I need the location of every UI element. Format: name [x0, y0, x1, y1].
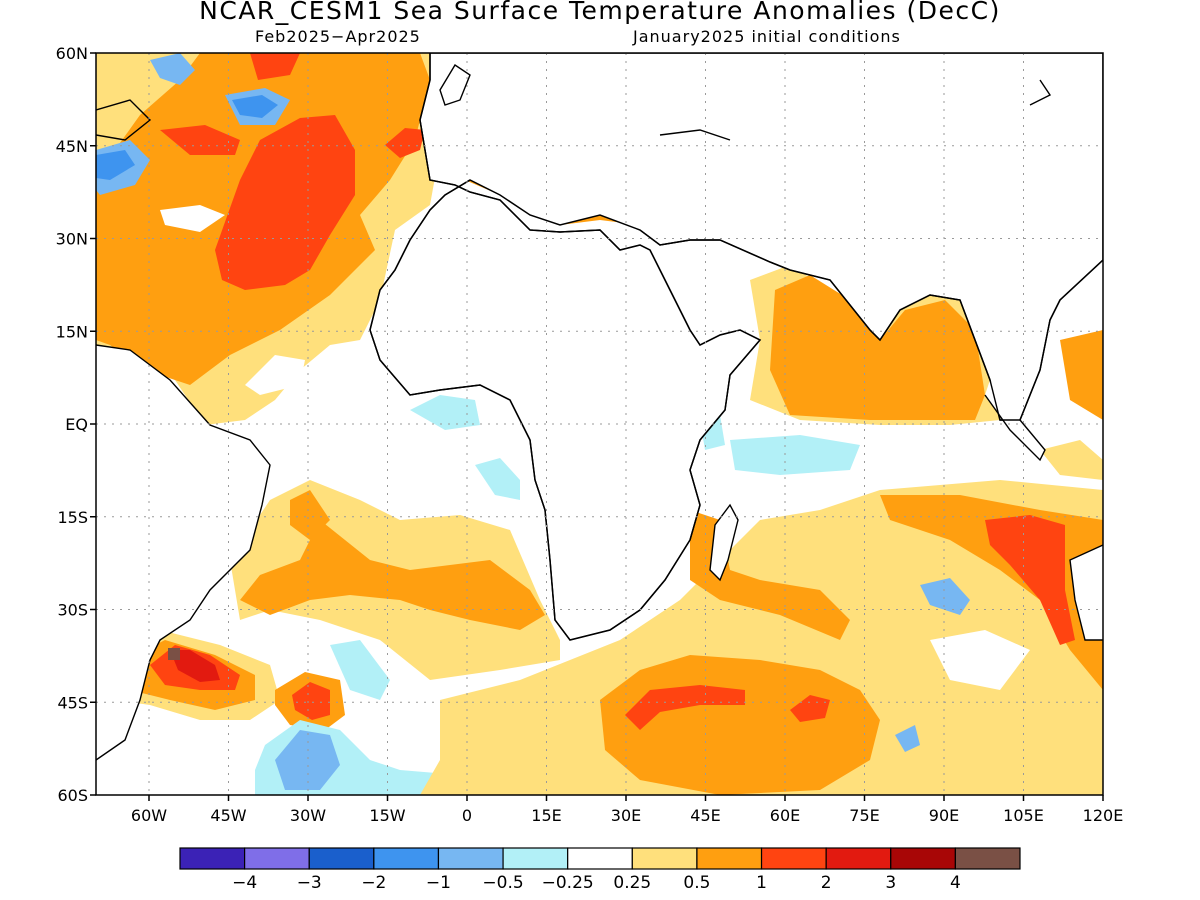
lat-tick-label: 45S — [57, 693, 88, 712]
anomaly-region — [1060, 330, 1103, 420]
south-america-land — [96, 345, 270, 760]
anomaly-region — [985, 515, 1075, 645]
coastline — [709, 503, 739, 582]
lon-tick-label: 60W — [131, 806, 167, 825]
anomaly-region — [730, 435, 860, 475]
coastline — [639, 229, 1103, 421]
coastline — [1069, 544, 1103, 641]
colorbar-swatch — [631, 847, 698, 870]
lon-tick-label: 30W — [290, 806, 326, 825]
lat-tick-label: 30S — [57, 601, 88, 620]
australia-land — [1070, 545, 1103, 640]
anomaly-region — [770, 275, 985, 420]
lat-tick-label: 60S — [57, 786, 88, 805]
colorbar-label: −2 — [361, 873, 386, 893]
colorbar-swatch — [308, 847, 375, 870]
colorbar-label: 0.5 — [683, 873, 710, 893]
coastline — [659, 129, 731, 141]
anomaly-region — [385, 128, 425, 158]
anomaly-region — [232, 95, 278, 118]
anomaly-region — [245, 355, 305, 395]
lat-tick-label: 30N — [56, 230, 88, 249]
coastline — [369, 53, 762, 641]
anomaly-region — [290, 490, 330, 540]
lat-tick-label: 15N — [56, 322, 88, 341]
colorbar: −4 −3 −2 −1 −0.5 −0.25 0.25 0.5 1 2 3 4 — [179, 847, 1021, 893]
colorbar-swatch — [244, 847, 310, 870]
colorbar-label: −3 — [297, 873, 322, 893]
land-masses — [96, 53, 1103, 760]
colorbar-swatch — [760, 847, 827, 870]
colorbar-label: −4 — [232, 873, 257, 893]
anomaly-region — [160, 205, 225, 232]
lat-tick-label: EQ — [65, 415, 88, 434]
anomaly-region — [215, 115, 355, 290]
anomaly-region — [690, 510, 850, 640]
colorbar-label: 0.25 — [613, 873, 651, 893]
lon-tick-label: 45W — [210, 806, 246, 825]
colorbar-swatch — [825, 847, 892, 870]
forecast-period: Feb2025−Apr2025 — [255, 27, 421, 46]
anomaly-region — [96, 150, 135, 180]
map-title: NCAR_CESM1 Sea Surface Temperature Anoma… — [199, 0, 1001, 25]
colorbar-label: −0.25 — [542, 873, 594, 893]
coastlines — [96, 53, 1103, 761]
lat-tick-label: 45N — [56, 137, 88, 156]
lon-tick-label: 75E — [849, 806, 879, 825]
lat-tick-label: 60N — [56, 44, 88, 63]
coastline — [439, 64, 471, 106]
lon-tick-label: 120E — [1083, 806, 1124, 825]
lon-tick-label: 15W — [369, 806, 405, 825]
lon-tick-label: 15E — [531, 806, 561, 825]
colorbar-swatch — [890, 847, 956, 870]
anomaly-region — [790, 695, 830, 722]
lon-tick-label: 0 — [462, 806, 472, 825]
colorbar-label: −1 — [426, 873, 451, 893]
madagascar-land — [710, 505, 738, 580]
lon-tick-label: 60E — [770, 806, 800, 825]
longitude-axis: 60W 45W 30W 15W 0 15E 30E 45E 60E 75E 90E 105E 120E — [131, 795, 1123, 825]
anomaly-region — [330, 640, 390, 700]
initial-conditions: January2025 initial conditions — [633, 27, 901, 46]
coastline — [1029, 79, 1052, 106]
colorbar-label: −0.5 — [482, 873, 523, 893]
coastline — [984, 394, 1046, 462]
colorbar-swatch — [567, 847, 633, 870]
colorbar-swatch — [954, 847, 1021, 870]
anomaly-region — [292, 682, 330, 720]
colorbar-label: 4 — [950, 873, 961, 893]
coastline — [96, 99, 152, 141]
anomaly-region — [930, 630, 1030, 690]
colorbar-label: 1 — [756, 873, 767, 893]
lat-tick-label: 15S — [57, 508, 88, 527]
colorbar-swatch — [437, 847, 504, 870]
anomaly-region — [920, 578, 970, 615]
anomaly-region — [420, 480, 1103, 795]
lon-tick-label: 30E — [611, 806, 641, 825]
lon-tick-label: 90E — [929, 806, 959, 825]
colorbar-swatch — [373, 847, 440, 870]
anomaly-region — [170, 650, 220, 682]
anomaly-region — [625, 685, 745, 730]
anomaly-region — [895, 725, 920, 752]
anomaly-region — [1040, 440, 1103, 480]
colorbar-label: 3 — [885, 873, 896, 893]
anomaly-region — [410, 395, 480, 430]
latitude-axis: 60N 45N 30N 15N EQ 15S 30S 45S 60S — [56, 44, 96, 805]
anomaly-region — [168, 648, 180, 660]
coastline — [96, 344, 271, 761]
anomaly-region — [240, 520, 545, 630]
colorbar-swatch — [502, 847, 569, 870]
colorbar-swatch — [696, 847, 763, 870]
lon-tick-label: 45E — [690, 806, 720, 825]
colorbar-swatch — [179, 847, 246, 870]
anomaly-region — [150, 53, 195, 85]
anomaly-region — [275, 730, 340, 790]
lon-tick-label: 105E — [1003, 806, 1044, 825]
anomaly-region — [250, 53, 300, 80]
anomaly-region — [475, 458, 520, 500]
colorbar-label: 2 — [821, 873, 832, 893]
anomaly-region — [160, 125, 240, 155]
